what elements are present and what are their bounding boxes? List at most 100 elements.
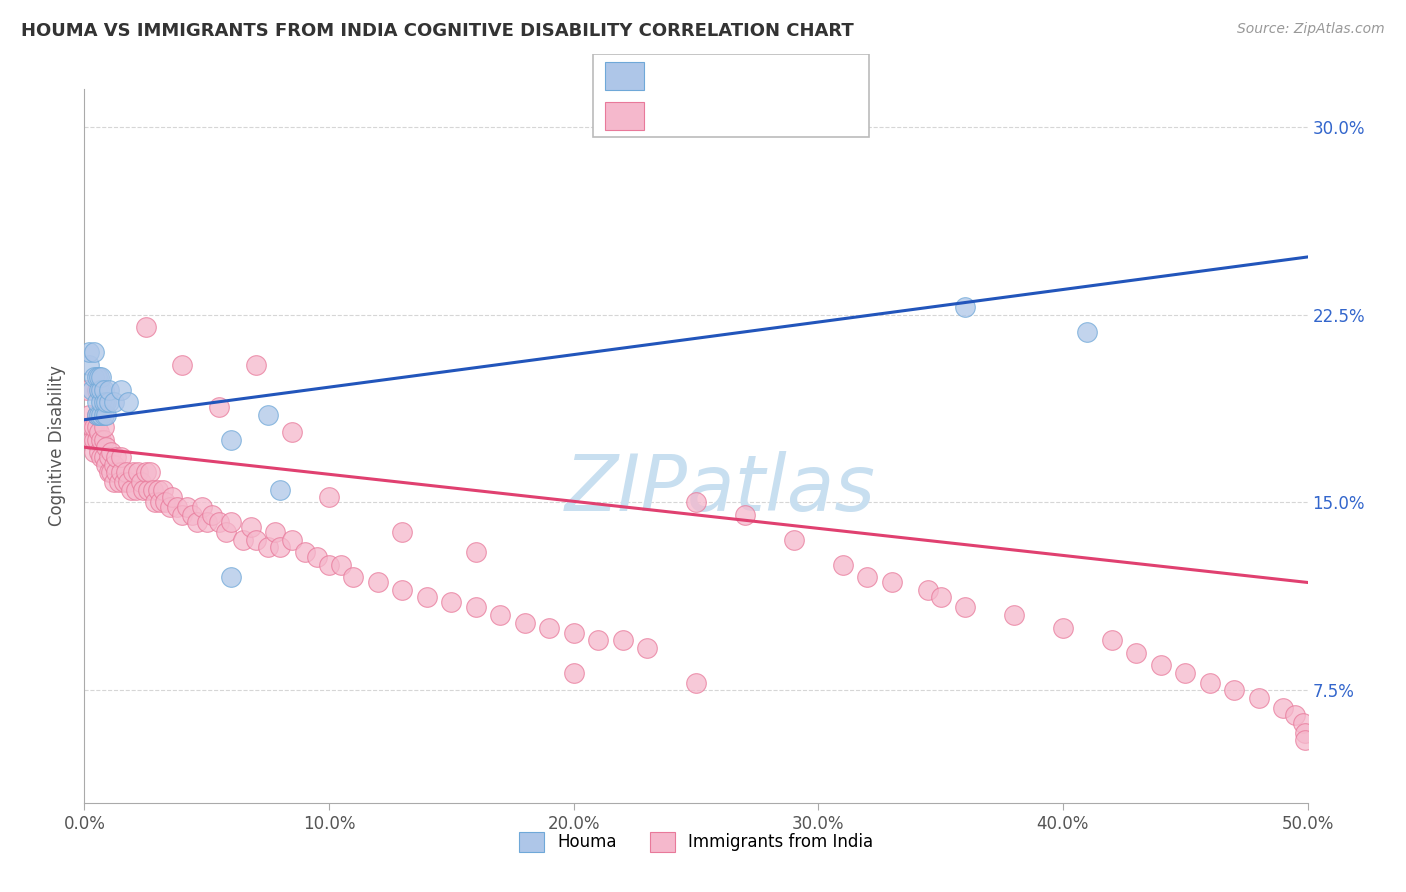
Point	[1284, 708, 1306, 723]
Point	[318, 491, 340, 505]
Point	[107, 475, 129, 490]
Point	[86, 433, 108, 447]
Point	[166, 500, 188, 515]
Point	[391, 582, 413, 597]
Point	[257, 541, 280, 555]
Point	[100, 445, 122, 459]
Point	[208, 400, 231, 414]
Point	[117, 475, 139, 490]
Point	[86, 408, 108, 422]
Point	[239, 520, 262, 534]
Point	[264, 525, 287, 540]
Point	[93, 450, 115, 465]
Point	[172, 508, 194, 522]
Point	[153, 495, 176, 509]
Point	[96, 458, 118, 472]
Point	[186, 516, 208, 530]
Point	[105, 450, 128, 465]
Point	[135, 320, 157, 334]
Text: N =: N =	[782, 107, 815, 125]
Point	[281, 533, 304, 547]
Point	[96, 440, 118, 454]
Point	[562, 665, 585, 680]
Point	[97, 465, 120, 479]
Point	[538, 621, 561, 635]
Text: Source: ZipAtlas.com: Source: ZipAtlas.com	[1237, 22, 1385, 37]
Point	[245, 533, 267, 547]
Point	[219, 433, 242, 447]
Point	[83, 433, 105, 447]
Point	[219, 570, 242, 584]
Point	[636, 640, 658, 655]
Point	[103, 475, 125, 490]
Text: 31: 31	[827, 68, 851, 86]
Point	[87, 408, 110, 422]
Point	[112, 475, 135, 490]
Point	[86, 408, 108, 422]
Text: 0.261: 0.261	[723, 68, 778, 86]
Point	[122, 465, 145, 479]
Y-axis label: Cognitive Disability: Cognitive Disability	[48, 366, 66, 526]
Point	[685, 495, 707, 509]
Text: N =: N =	[782, 68, 815, 86]
Point	[305, 550, 328, 565]
Point	[181, 508, 204, 522]
Point	[831, 558, 853, 572]
Point	[281, 425, 304, 440]
Point	[734, 508, 756, 522]
Point	[162, 491, 184, 505]
Point	[152, 483, 174, 497]
Point	[76, 383, 98, 397]
Text: R =: R =	[661, 68, 693, 86]
FancyBboxPatch shape	[593, 54, 869, 137]
Point	[117, 395, 139, 409]
Point	[120, 483, 142, 497]
Point	[115, 465, 138, 479]
Point	[143, 495, 166, 509]
Point	[139, 465, 162, 479]
Point	[269, 541, 291, 555]
Bar	[605, 102, 644, 130]
Point	[1294, 725, 1316, 739]
Point	[200, 508, 222, 522]
Point	[195, 516, 218, 530]
Point	[83, 370, 105, 384]
Point	[96, 408, 118, 422]
Point	[159, 500, 181, 515]
Point	[330, 558, 353, 572]
Point	[90, 450, 112, 465]
Point	[391, 525, 413, 540]
Point	[172, 358, 194, 372]
Point	[1247, 690, 1270, 705]
Point	[880, 575, 903, 590]
Point	[127, 465, 149, 479]
Point	[105, 465, 128, 479]
Point	[929, 591, 952, 605]
Point	[953, 300, 976, 314]
Point	[125, 483, 148, 497]
Point	[294, 545, 316, 559]
Point	[87, 425, 110, 440]
Point	[318, 558, 340, 572]
Point	[1272, 700, 1295, 714]
Point	[87, 408, 110, 422]
Point	[1292, 715, 1315, 730]
Point	[90, 383, 112, 397]
Point	[269, 483, 291, 497]
Point	[513, 615, 536, 630]
Point	[86, 370, 108, 384]
Point	[176, 500, 198, 515]
Point	[1294, 733, 1316, 747]
Point	[146, 483, 169, 497]
Text: HOUMA VS IMMIGRANTS FROM INDIA COGNITIVE DISABILITY CORRELATION CHART: HOUMA VS IMMIGRANTS FROM INDIA COGNITIVE…	[21, 22, 853, 40]
Point	[440, 595, 463, 609]
Point	[77, 408, 100, 422]
Point	[86, 383, 108, 397]
Point	[97, 395, 120, 409]
Point	[416, 591, 439, 605]
Point	[136, 483, 159, 497]
Point	[562, 625, 585, 640]
Point	[80, 383, 103, 397]
Point	[257, 408, 280, 422]
Point	[1002, 607, 1025, 622]
